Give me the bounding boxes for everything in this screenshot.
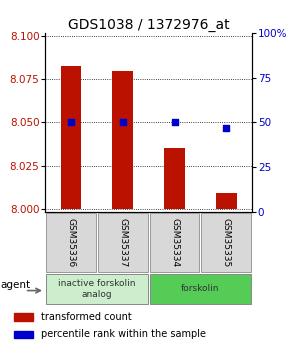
Text: GSM35337: GSM35337	[118, 218, 127, 267]
Text: inactive forskolin
analog: inactive forskolin analog	[58, 279, 135, 299]
FancyBboxPatch shape	[150, 213, 200, 272]
Bar	[61, 66, 81, 209]
Text: agent: agent	[0, 280, 30, 290]
Text: GSM35335: GSM35335	[222, 218, 231, 267]
Text: forskolin: forskolin	[181, 284, 220, 294]
FancyBboxPatch shape	[150, 274, 251, 304]
FancyBboxPatch shape	[46, 274, 148, 304]
Bar	[14, 331, 33, 338]
FancyBboxPatch shape	[202, 213, 251, 272]
Point	[68, 120, 73, 125]
Bar	[112, 71, 133, 209]
Text: transformed count: transformed count	[41, 312, 132, 322]
Point	[120, 120, 125, 125]
Point	[172, 120, 177, 125]
Bar	[14, 313, 33, 321]
Text: GSM35336: GSM35336	[66, 218, 75, 267]
Point	[224, 125, 229, 131]
Text: percentile rank within the sample: percentile rank within the sample	[41, 329, 206, 339]
Title: GDS1038 / 1372976_at: GDS1038 / 1372976_at	[68, 18, 229, 32]
Bar	[164, 148, 185, 209]
FancyBboxPatch shape	[46, 213, 96, 272]
FancyBboxPatch shape	[98, 213, 148, 272]
Bar	[216, 193, 237, 209]
Text: GSM35334: GSM35334	[170, 218, 179, 267]
